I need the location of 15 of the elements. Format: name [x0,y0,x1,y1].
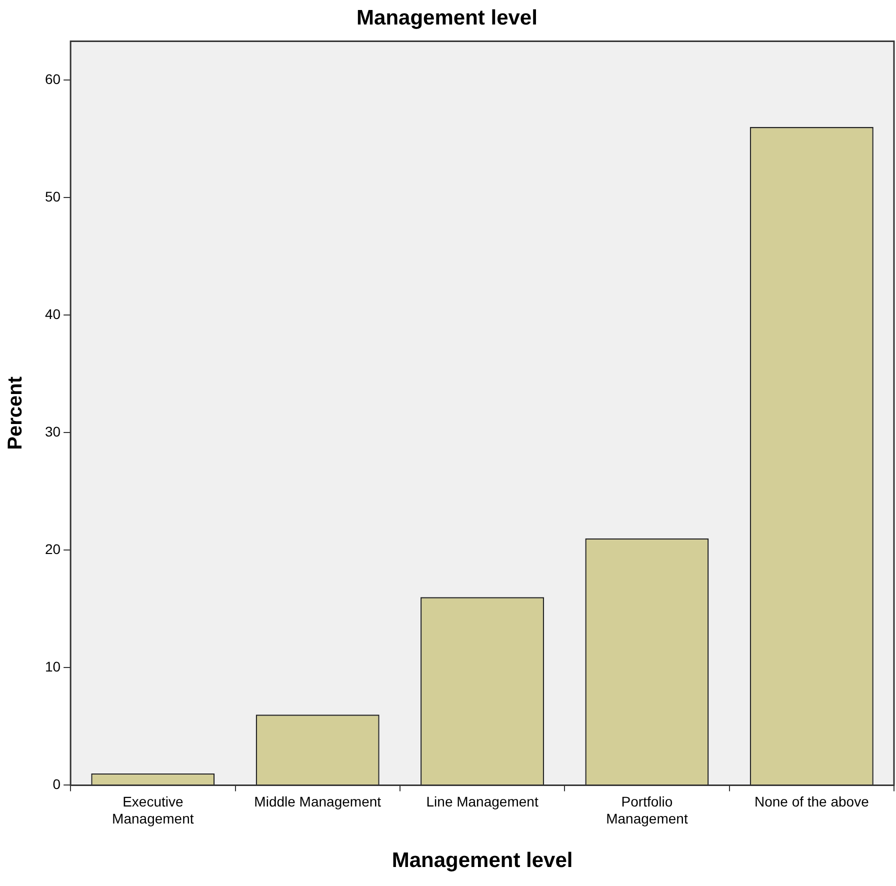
y-tick-label: 30 [44,423,61,440]
y-tick-label: 40 [44,306,61,322]
x-tick-label: Executive Management [112,793,194,826]
x-tick-label: Line Management [426,793,538,810]
y-tick-label: 10 [44,658,61,675]
x-tick-label: Middle Management [254,793,382,810]
y-tick-label: 0 [52,776,61,792]
chart-title: Management level [356,6,538,30]
y-tick-label: 60 [44,70,61,87]
y-axis-title: Percent [4,376,27,450]
y-tick-label: 50 [44,188,61,204]
x-tick-label: Portfolio Management [606,793,688,826]
x-tick-label: None of the above [754,793,870,810]
y-tick-label: 20 [44,540,61,557]
x-axis-title: Management level [392,849,573,872]
